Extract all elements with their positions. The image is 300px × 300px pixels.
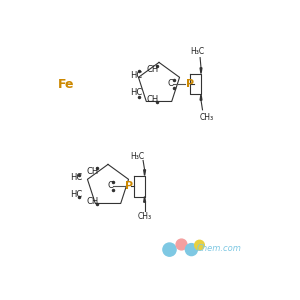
Text: HC: HC: [130, 71, 142, 80]
Text: CH: CH: [147, 64, 159, 74]
Text: HC: HC: [130, 88, 142, 97]
Polygon shape: [200, 68, 202, 74]
Circle shape: [185, 244, 197, 256]
Text: CH: CH: [87, 196, 99, 206]
Polygon shape: [200, 94, 202, 100]
Text: Chem.com: Chem.com: [196, 244, 242, 253]
Text: P: P: [186, 79, 195, 89]
Text: HC: HC: [70, 173, 83, 182]
Polygon shape: [144, 196, 146, 202]
Text: C: C: [167, 80, 173, 88]
Circle shape: [163, 243, 176, 256]
Text: C: C: [107, 182, 113, 190]
Text: H₃C: H₃C: [130, 152, 145, 161]
Text: H₃C: H₃C: [190, 47, 205, 56]
Circle shape: [195, 240, 204, 250]
Text: CH₃: CH₃: [200, 113, 214, 122]
Polygon shape: [144, 170, 146, 176]
Text: P: P: [125, 181, 133, 191]
Text: HC: HC: [70, 190, 83, 199]
Circle shape: [176, 239, 187, 250]
Text: CH₃: CH₃: [137, 212, 152, 221]
Text: CH: CH: [147, 94, 159, 103]
Text: Fe: Fe: [58, 77, 74, 91]
Text: CH: CH: [87, 167, 99, 176]
